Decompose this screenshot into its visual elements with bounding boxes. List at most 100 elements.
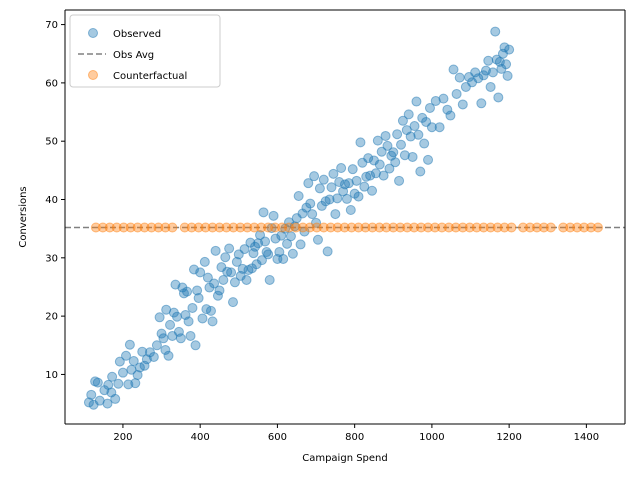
observed-point [231, 256, 242, 267]
observed-point [485, 81, 496, 92]
observed-point [210, 245, 221, 256]
observed-point [264, 274, 275, 285]
observed-point [188, 264, 199, 275]
observed-point [343, 178, 354, 189]
x-tick-label: 1000 [419, 432, 444, 443]
observed-point [199, 256, 210, 267]
counterfactual-point [118, 222, 129, 233]
observed-point [374, 159, 385, 170]
observed-point [411, 96, 422, 107]
y-tick-label: 40 [45, 195, 58, 206]
legend-marker-observed [88, 28, 98, 38]
observed-point [187, 302, 198, 313]
observed-point [399, 150, 410, 161]
observed-point [158, 333, 169, 344]
counterfactual-point [125, 222, 136, 233]
counterfactual-point [506, 222, 517, 233]
counterfactual-point [443, 222, 454, 233]
observed-point [258, 207, 269, 218]
counterfactual-point [146, 222, 157, 233]
counterfactual-point [565, 222, 576, 233]
observed-point [183, 316, 194, 327]
counterfactual-point [367, 222, 378, 233]
observed-point [268, 210, 279, 221]
x-axis-ticks: 200 400 600 800 1000 1200 1400 [113, 424, 599, 443]
observed-point [457, 99, 468, 110]
observed-point [345, 205, 356, 216]
observed-point [326, 182, 337, 193]
observed-point [165, 319, 176, 330]
counterfactual-point [221, 222, 232, 233]
observed-point [493, 92, 504, 103]
observed-point [218, 274, 229, 285]
observed-point [367, 185, 378, 196]
counterfactual-point [290, 222, 301, 233]
counterfactual-point [381, 222, 392, 233]
observed-point [241, 274, 252, 285]
x-axis-label: Campaign Spend [302, 453, 388, 464]
observed-point [285, 231, 296, 242]
observed-point [426, 122, 437, 133]
counterfactual-point [104, 222, 115, 233]
y-axis-ticks: 10 20 30 40 50 60 70 [45, 20, 65, 381]
observed-point [128, 356, 139, 367]
observed-point [413, 129, 424, 140]
observed-point [423, 154, 434, 165]
observed-point [124, 339, 135, 350]
observed-point [195, 267, 206, 278]
counterfactual-point [270, 222, 281, 233]
observed-point [318, 174, 329, 185]
observed-point [209, 278, 220, 289]
counterfactual-point [436, 222, 447, 233]
counterfactual-point [179, 222, 190, 233]
legend-marker-counterfactual [88, 70, 98, 80]
observed-point [487, 67, 498, 78]
counterfactual-point [242, 222, 253, 233]
counterfactual-point [200, 222, 211, 233]
y-tick-label: 60 [45, 78, 58, 89]
observed-point [256, 255, 267, 266]
counterfactual-point [325, 222, 336, 233]
observed-point [424, 102, 435, 113]
observed-point [220, 252, 231, 263]
counterfactual-point [429, 222, 440, 233]
counterfactual-point [207, 222, 218, 233]
observed-point [224, 243, 235, 254]
observed-point [419, 138, 430, 149]
observed-point [324, 194, 335, 205]
counterfactual-point [499, 222, 510, 233]
observed-point [121, 350, 132, 361]
observed-point [226, 267, 237, 278]
observed-point [347, 164, 358, 175]
counterfactual-point [579, 222, 590, 233]
counterfactual-point [249, 222, 260, 233]
observed-point [340, 179, 350, 190]
observed-point [239, 244, 250, 255]
observed-point [415, 166, 426, 177]
counterfactual-point [318, 222, 329, 233]
observed-point [478, 70, 489, 81]
observed-point [92, 377, 103, 388]
observed-point [102, 398, 113, 409]
observed-point [409, 121, 420, 132]
observed-point [370, 168, 381, 179]
y-tick-label: 30 [45, 253, 58, 264]
observed-point [405, 131, 416, 142]
observed-point [117, 367, 128, 378]
observed-point [499, 42, 510, 53]
counterfactual-point [572, 222, 583, 233]
observed-point [287, 248, 298, 259]
observed-point [442, 104, 453, 115]
counterfactual-point [374, 222, 385, 233]
legend-label-counterfactual: Counterfactual [113, 71, 187, 82]
observed-point [83, 397, 94, 408]
observed-point [438, 93, 449, 104]
observed-point [390, 157, 401, 168]
counterfactual-point [416, 222, 427, 233]
observed-point [430, 95, 441, 106]
observed-point [222, 266, 233, 277]
counterfactual-point [423, 222, 434, 233]
x-tick-label: 600 [268, 432, 287, 443]
observed-point [190, 340, 201, 351]
